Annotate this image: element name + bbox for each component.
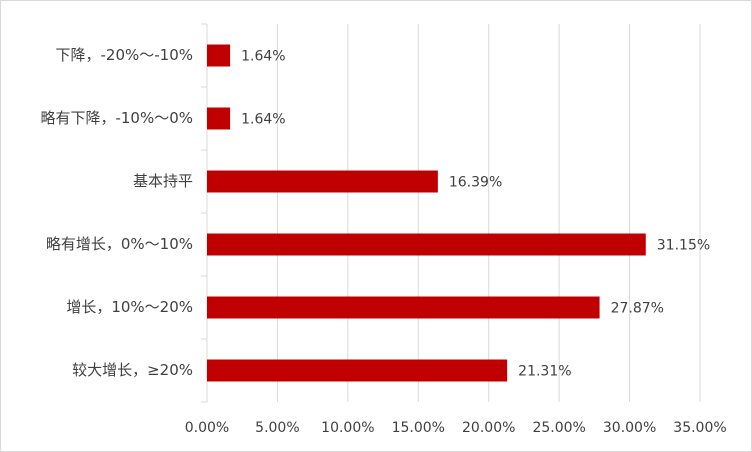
x-tick-label: 25.00% xyxy=(532,420,585,436)
bar xyxy=(207,296,600,319)
bar xyxy=(207,233,646,256)
value-label: 27.87% xyxy=(611,301,664,317)
y-tick-label: 基本持平 xyxy=(133,172,193,190)
x-tick-label: 30.00% xyxy=(603,420,656,436)
bar xyxy=(207,107,231,130)
y-tick-label: 略有下降，-10%～0% xyxy=(40,109,193,127)
y-tick-label: 较大增长，≥20% xyxy=(72,361,193,379)
x-tick-label: 35.00% xyxy=(673,420,726,436)
value-label: 31.15% xyxy=(657,238,710,254)
bar xyxy=(207,359,508,382)
value-label: 1.64% xyxy=(241,112,285,128)
bar xyxy=(207,170,438,193)
x-tick-label: 5.00% xyxy=(255,420,299,436)
value-label: 21.31% xyxy=(518,364,571,380)
x-tick-label: 15.00% xyxy=(392,420,445,436)
value-label: 1.64% xyxy=(241,49,285,65)
bar xyxy=(207,44,231,67)
value-label: 16.39% xyxy=(449,175,502,191)
x-tick-label: 10.00% xyxy=(321,420,374,436)
y-tick-label: 略有增长，0%～10% xyxy=(46,235,193,253)
y-tick-label: 增长，10%～20% xyxy=(66,298,193,316)
x-tick-label: 20.00% xyxy=(462,420,515,436)
y-tick-label: 下降，-20%～-10% xyxy=(55,46,193,64)
x-tick-label: 0.00% xyxy=(185,420,229,436)
